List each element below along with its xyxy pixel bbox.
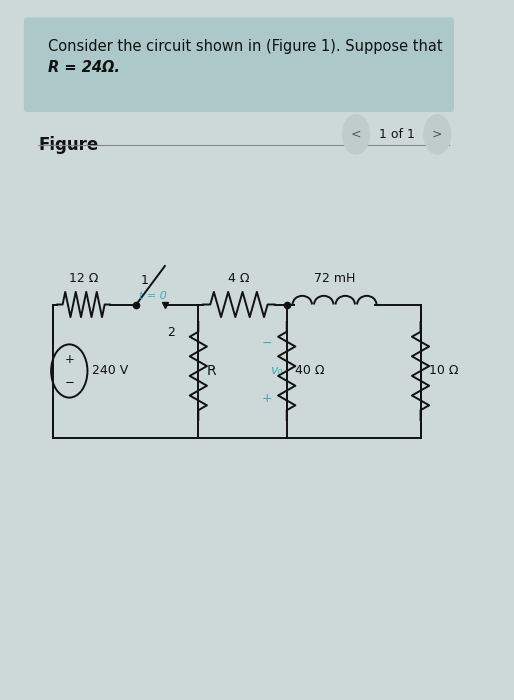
Circle shape — [424, 115, 451, 154]
Text: 12 Ω: 12 Ω — [69, 272, 98, 285]
Text: Consider the circuit shown in (Figure 1). Suppose that: Consider the circuit shown in (Figure 1)… — [48, 38, 443, 53]
Text: 4 Ω: 4 Ω — [228, 272, 250, 285]
Text: 10 Ω: 10 Ω — [429, 365, 458, 377]
Text: +: + — [64, 353, 74, 365]
Text: 72 mH: 72 mH — [314, 272, 355, 285]
Text: R: R — [207, 364, 216, 378]
Text: R = 24Ω.: R = 24Ω. — [48, 60, 120, 74]
Text: 240 V: 240 V — [92, 365, 128, 377]
FancyBboxPatch shape — [24, 18, 454, 112]
Text: 2: 2 — [167, 326, 175, 339]
Text: Figure: Figure — [38, 136, 99, 155]
Text: +: + — [261, 393, 272, 405]
Circle shape — [343, 115, 370, 154]
Text: <: < — [351, 128, 361, 141]
Text: t = 0: t = 0 — [139, 291, 167, 301]
Text: −: − — [262, 337, 272, 349]
Text: >: > — [432, 128, 443, 141]
Text: v₀: v₀ — [270, 365, 283, 377]
Text: 1: 1 — [141, 274, 149, 287]
Text: −: − — [64, 377, 74, 389]
Text: 1 of 1: 1 of 1 — [379, 128, 415, 141]
Text: 40 Ω: 40 Ω — [296, 365, 325, 377]
